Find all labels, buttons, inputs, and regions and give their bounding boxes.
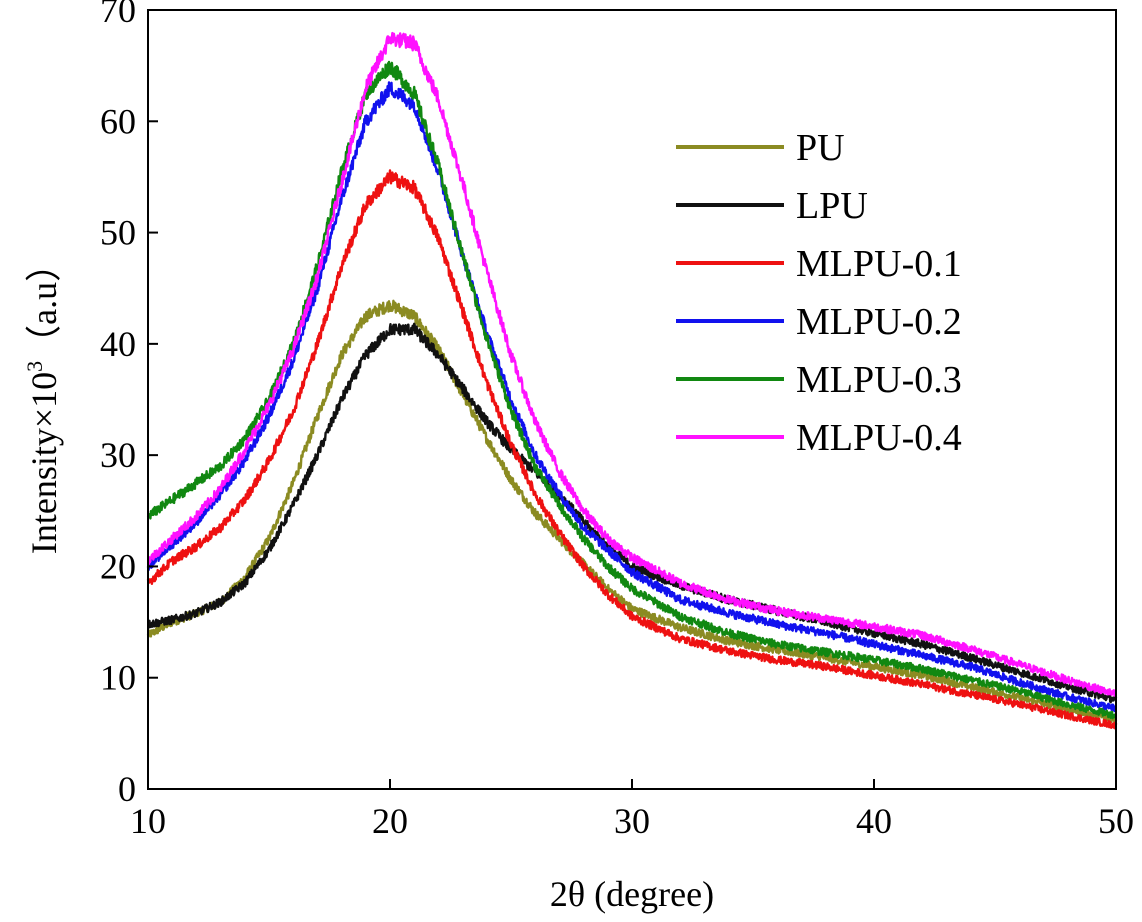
x-axis-title: 2θ (degree): [550, 874, 714, 914]
y-tick-label: 10: [100, 658, 136, 698]
series-line-lpu: [147, 322, 1118, 704]
y-tick-label: 50: [100, 213, 136, 253]
series-line-mlpu-0-2: [146, 81, 1118, 713]
legend-entry: LPU: [676, 185, 868, 227]
y-axis-title: Intensity×103（a.u）: [22, 246, 64, 554]
legend-label: MLPU-0.4: [796, 417, 962, 459]
legend-label: MLPU-0.3: [796, 359, 962, 401]
y-tick-label: 0: [118, 769, 136, 809]
x-tick-label: 20: [372, 801, 408, 841]
x-tick-label: 40: [856, 801, 892, 841]
legend-entry: MLPU-0.1: [676, 243, 962, 285]
y-tick-label: 60: [100, 101, 136, 141]
series-line-mlpu-0-3: [146, 60, 1118, 720]
legend-entry: MLPU-0.3: [676, 359, 962, 401]
legend-entry: PU: [676, 127, 845, 169]
legend-label: PU: [796, 127, 845, 169]
legend-entry: MLPU-0.4: [676, 417, 962, 459]
y-axis-title-superscript: 3: [22, 361, 47, 372]
y-axis-title-unit: （a.u）: [24, 246, 64, 361]
x-tick-label: 10: [130, 801, 166, 841]
y-tick-label: 30: [100, 435, 136, 475]
legend-entry: MLPU-0.2: [676, 301, 962, 343]
y-tick-label: 20: [100, 546, 136, 586]
series-line-mlpu-0-4: [146, 31, 1117, 697]
legend-label: MLPU-0.2: [796, 301, 962, 343]
plot-frame: [147, 9, 1117, 790]
y-tick-label: 70: [100, 0, 136, 30]
y-tick-label: 40: [100, 324, 136, 364]
series-line-mlpu-0-1: [146, 169, 1118, 730]
series-layer: [146, 31, 1118, 730]
legend-label: MLPU-0.1: [796, 243, 962, 285]
legend-label: LPU: [796, 185, 868, 227]
x-tick-label: 30: [614, 801, 650, 841]
x-tick-label: 50: [1098, 801, 1134, 841]
series-line-pu: [146, 299, 1118, 724]
y-axis-title-main: Intensity×10: [24, 372, 64, 554]
legend: PU LPU MLPU-0.1 MLPU-0.2 MLPU-0.3 MLPU-0.4: [676, 127, 962, 459]
